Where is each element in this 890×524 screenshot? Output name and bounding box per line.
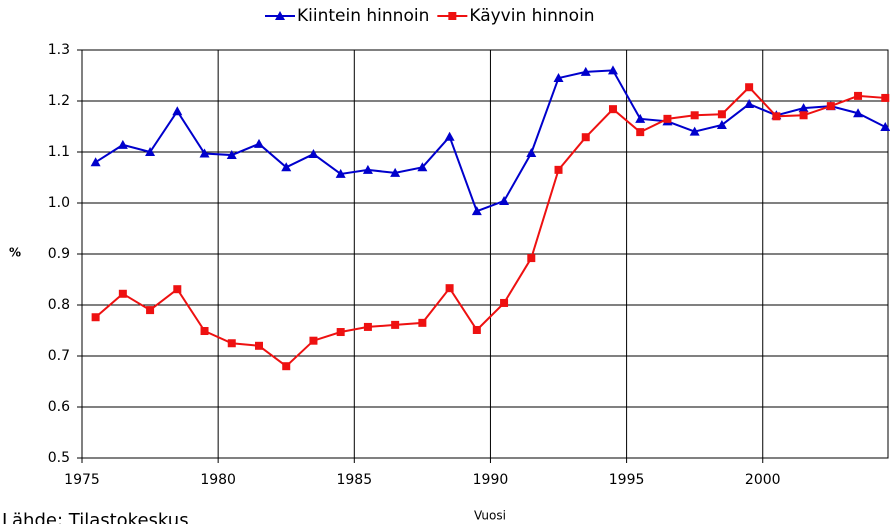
marker (689, 126, 700, 136)
marker (554, 165, 563, 174)
legend-label: Kiintein hinnoin (297, 6, 429, 26)
marker (608, 105, 617, 114)
source: Lähde: Tilastokeskus (2, 510, 189, 524)
x-tick-label: 1980 (200, 472, 236, 488)
marker (226, 150, 237, 160)
marker (444, 131, 455, 141)
marker (499, 195, 510, 205)
y-tick-label: 0.5 (48, 450, 70, 466)
marker (635, 113, 646, 123)
line (95, 69, 886, 213)
marker (607, 65, 618, 75)
marker (690, 111, 699, 120)
marker (391, 320, 400, 329)
marker (472, 325, 481, 334)
marker (526, 148, 537, 158)
marker (363, 322, 372, 331)
marker (880, 122, 890, 132)
marker (227, 339, 236, 348)
marker (281, 162, 292, 172)
y-tick-label: 1.0 (48, 195, 70, 211)
marker (117, 139, 128, 149)
marker (308, 149, 319, 159)
y-tick-label: 0.9 (48, 246, 70, 262)
y-tick-label: 0.8 (48, 297, 70, 313)
y-axis-label: % (9, 246, 21, 260)
marker (471, 206, 482, 216)
y-tick-label: 0.7 (48, 348, 70, 364)
x-axis-label: Vuosi (474, 509, 506, 523)
marker (553, 73, 564, 83)
plot-border (81, 49, 889, 459)
marker (580, 66, 591, 76)
marker (798, 103, 809, 113)
marker (390, 167, 401, 177)
x-tick-label: 1985 (336, 472, 372, 488)
marker (253, 138, 264, 148)
marker (853, 108, 864, 118)
y-tick-label: 1.2 (48, 93, 70, 109)
x-tick-label: 1990 (473, 472, 509, 488)
marker (448, 12, 457, 20)
marker (200, 327, 209, 336)
x-tick-label: 1995 (609, 472, 645, 488)
marker (362, 164, 373, 174)
marker (745, 83, 754, 92)
marker (309, 336, 318, 345)
marker (336, 328, 345, 337)
marker (772, 112, 781, 121)
marker (445, 284, 454, 293)
marker (799, 111, 808, 120)
marker (663, 114, 672, 123)
marker (145, 147, 156, 156)
marker (118, 289, 127, 298)
marker (826, 102, 835, 111)
marker (418, 318, 427, 327)
y-tick-label: 1.1 (48, 144, 70, 160)
marker (716, 119, 727, 129)
marker (275, 11, 285, 20)
marker (527, 254, 536, 263)
legend-label: Käyvin hinnoin (469, 6, 594, 26)
marker (90, 157, 101, 167)
marker (254, 341, 263, 350)
marker (91, 313, 100, 322)
marker (173, 285, 182, 294)
marker (335, 168, 346, 178)
y-tick-label: 1.3 (48, 42, 70, 58)
marker (172, 106, 183, 116)
marker (500, 298, 509, 307)
y-tick-label: 0.6 (48, 399, 70, 415)
x-tick-label: 2000 (745, 472, 781, 488)
marker (744, 99, 755, 109)
marker (854, 91, 863, 100)
marker (199, 148, 210, 158)
marker (636, 128, 645, 137)
marker (581, 133, 590, 142)
marker (881, 93, 890, 102)
marker (146, 306, 155, 315)
marker (717, 110, 726, 119)
line (94, 85, 886, 368)
x-tick-label: 1975 (64, 472, 100, 488)
marker (417, 162, 428, 172)
marker (282, 362, 291, 371)
